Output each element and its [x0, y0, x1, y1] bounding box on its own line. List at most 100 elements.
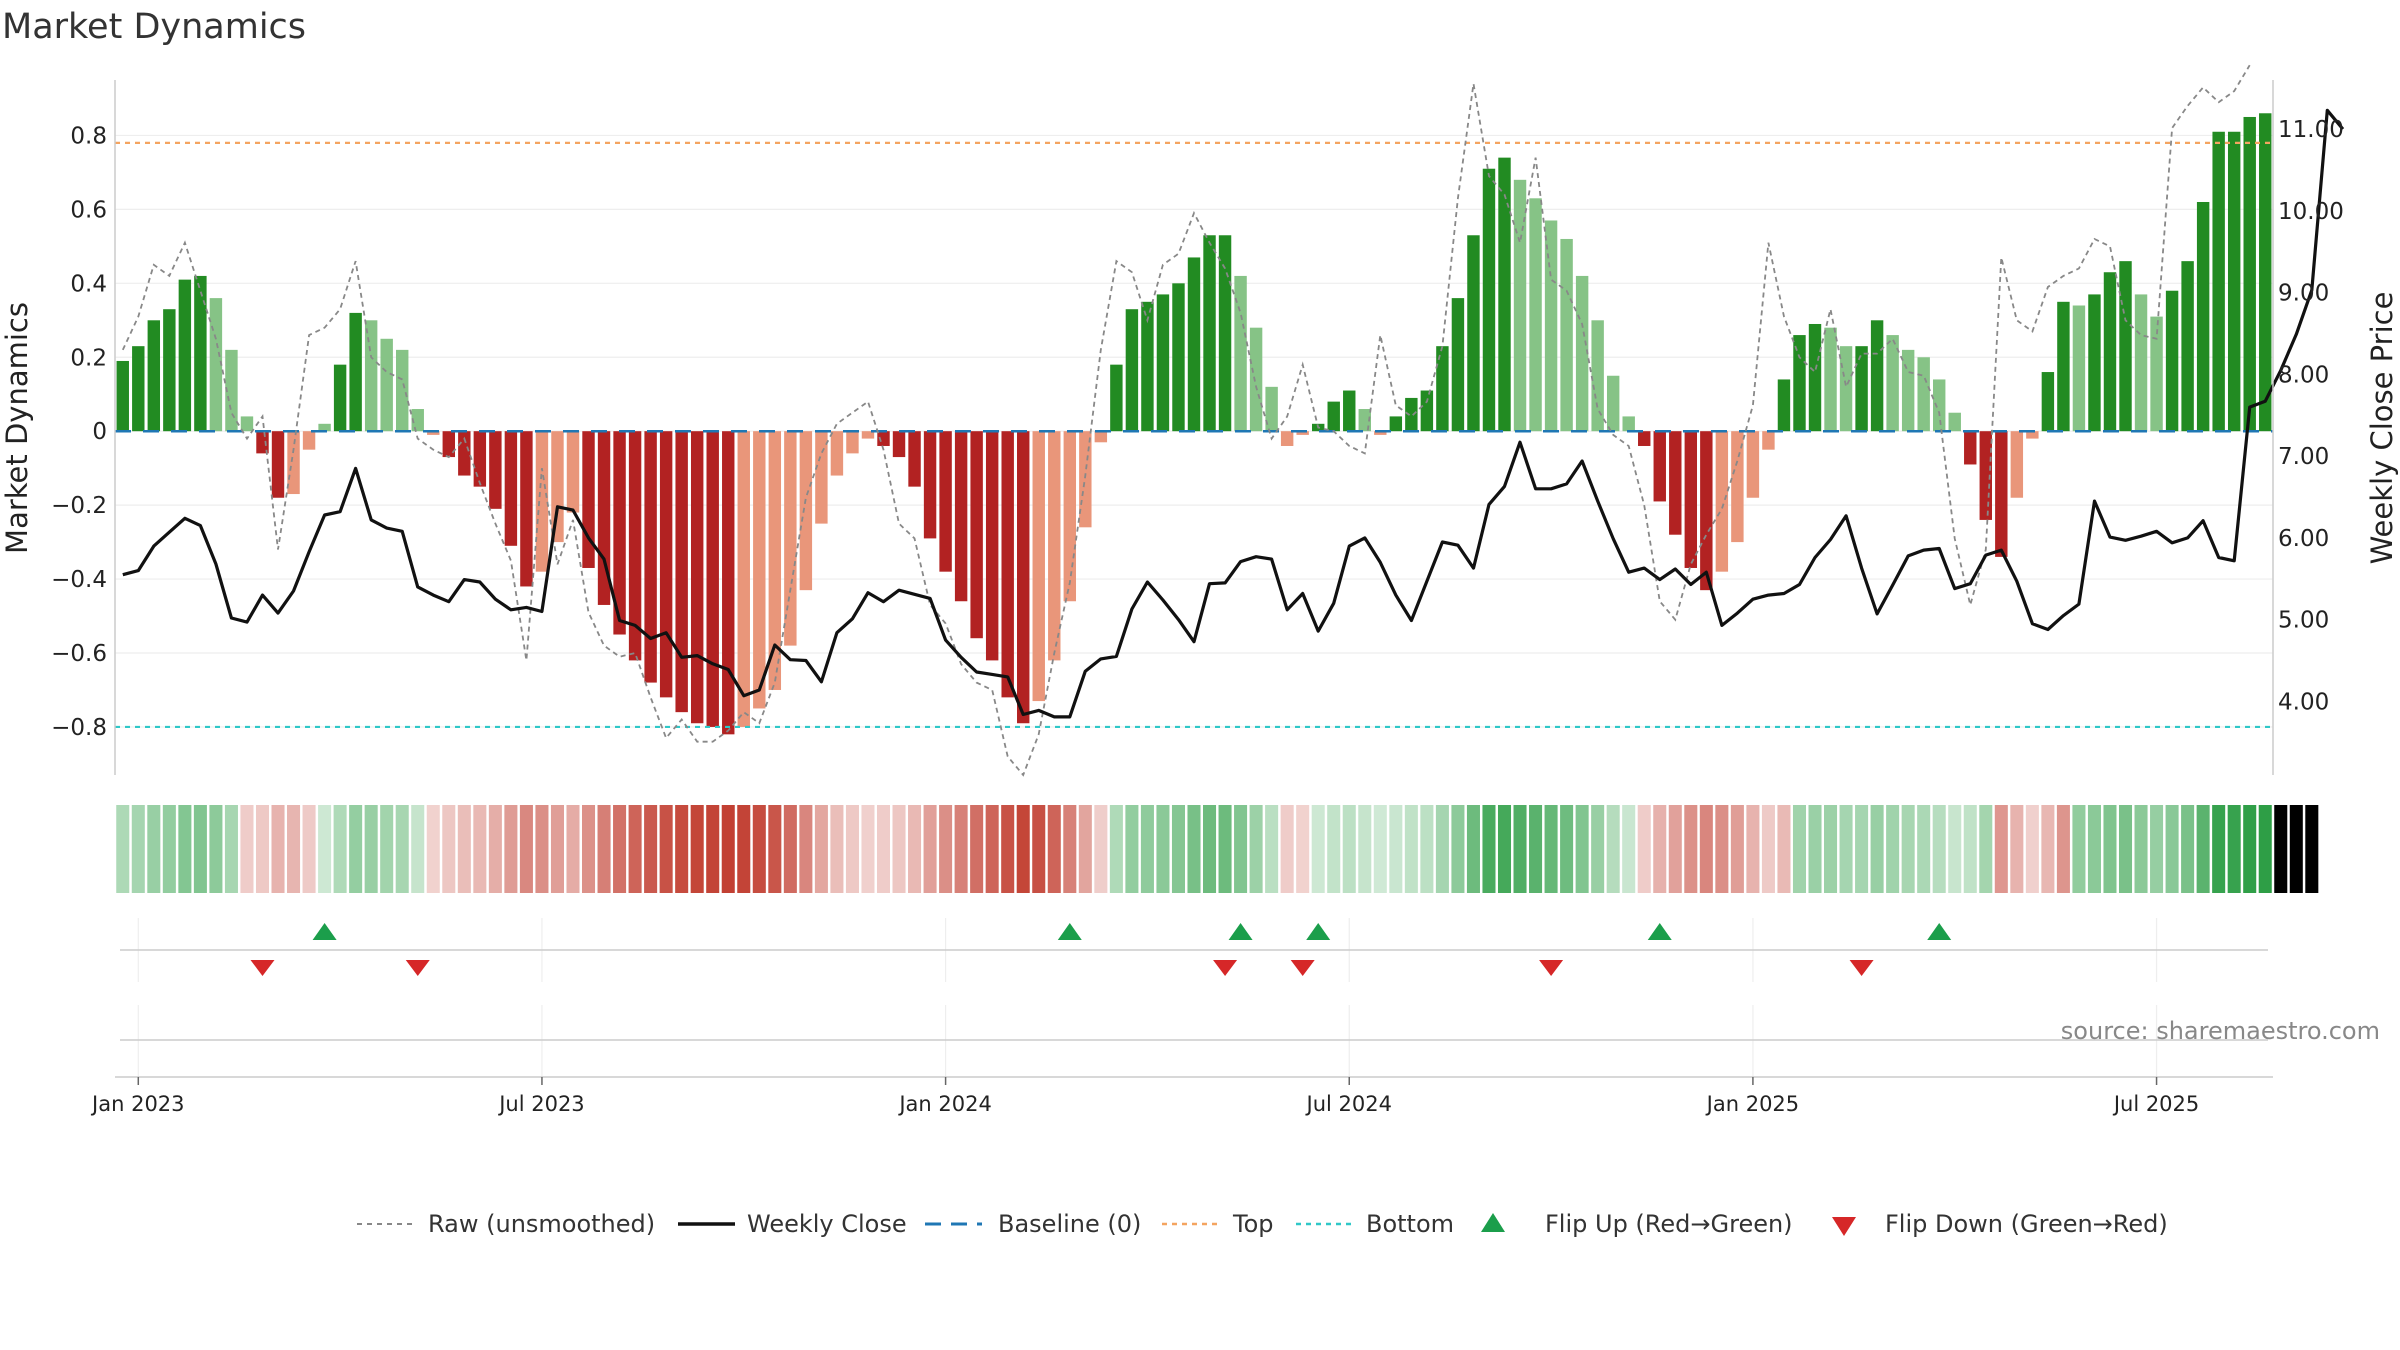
- heat-cell: [970, 805, 984, 893]
- heat-cell: [2150, 805, 2164, 893]
- y-left-tick-label: 0: [92, 419, 107, 445]
- heat-cell: [830, 805, 844, 893]
- heat-cell: [178, 805, 192, 893]
- bar: [1048, 431, 1061, 661]
- y-axis-left-label: Market Dynamics: [0, 302, 34, 554]
- bar: [1715, 431, 1729, 572]
- heat-cell: [1730, 805, 1744, 893]
- bar: [2134, 294, 2148, 432]
- y-axis-right-label: Weekly Close Price: [2365, 292, 2399, 565]
- bar: [753, 431, 766, 709]
- heat-cell: [1296, 805, 1310, 893]
- heat-cell: [1404, 805, 1418, 893]
- bar: [2196, 201, 2210, 432]
- bar: [132, 346, 145, 432]
- legend-flip-up-label: Flip Up (Red→Green): [1545, 1210, 1793, 1238]
- heat-cell: [581, 805, 596, 893]
- heat-cell: [1994, 805, 2008, 893]
- heat-cell: [2227, 805, 2241, 893]
- heat-cell: [1032, 805, 1046, 893]
- heat-cell: [1606, 805, 1620, 893]
- heat-cell: [1280, 805, 1294, 893]
- bar: [163, 309, 176, 432]
- heat-cell: [2165, 805, 2179, 893]
- bar: [1653, 431, 1666, 502]
- bar: [1374, 431, 1387, 435]
- heat-cell: [768, 805, 782, 893]
- bar: [784, 431, 797, 646]
- bar: [830, 431, 844, 476]
- heat-cell: [318, 805, 332, 893]
- y-right-tick-label: 5.00: [2278, 608, 2329, 634]
- bar: [504, 431, 518, 546]
- bar: [1513, 179, 1527, 432]
- bar: [2026, 431, 2039, 439]
- heat-cell: [675, 805, 689, 893]
- heat-cell: [1420, 805, 1434, 893]
- heat-cell: [1668, 805, 1682, 893]
- heat-cell: [1063, 805, 1077, 893]
- bar: [271, 431, 285, 498]
- bar: [1979, 431, 1992, 520]
- heat-cell: [1886, 805, 1900, 893]
- bar: [1746, 431, 1760, 498]
- heat-cell: [147, 805, 161, 893]
- bar: [302, 431, 316, 450]
- heat-cell: [1715, 805, 1729, 893]
- bar: [473, 431, 487, 487]
- heat-cell: [473, 805, 487, 893]
- bar: [396, 349, 409, 432]
- bar: [240, 416, 254, 432]
- bar: [985, 431, 999, 661]
- bar: [2119, 261, 2132, 432]
- heat-cell: [1544, 805, 1558, 893]
- bar: [1886, 335, 1899, 432]
- heat-cell: [1203, 805, 1217, 893]
- heat-cell: [690, 805, 704, 893]
- heat-cell: [2258, 805, 2272, 893]
- heat-cell: [457, 805, 471, 893]
- bar: [706, 431, 719, 727]
- bar: [349, 312, 362, 432]
- heat-cell: [2056, 805, 2070, 893]
- bar: [1839, 346, 1853, 432]
- heat-cell: [1637, 805, 1651, 893]
- heat-cell: [1327, 805, 1341, 893]
- heat-cell: [1265, 805, 1279, 893]
- heat-cell: [1622, 805, 1636, 893]
- heat-cell: [876, 805, 891, 893]
- heat-cell: [1591, 805, 1605, 893]
- heat-cell: [1016, 805, 1030, 893]
- heat-cell: [1808, 805, 1822, 893]
- bar: [489, 431, 502, 509]
- heat-cell: [255, 805, 270, 893]
- bar: [628, 431, 642, 661]
- heat-cell: [1187, 805, 1201, 893]
- bar: [2150, 316, 2163, 432]
- heat-cell: [1513, 805, 1527, 893]
- heat-cell: [1497, 805, 1512, 893]
- bar: [535, 431, 549, 572]
- bar: [1234, 275, 1247, 432]
- heat-cell: [1358, 805, 1372, 893]
- bar: [690, 431, 704, 724]
- heat-cell: [1761, 805, 1775, 893]
- bar: [1405, 397, 1418, 432]
- heat-cell: [1234, 805, 1248, 893]
- x-tick-label: Jan 2025: [1705, 1092, 1800, 1116]
- bar: [1870, 320, 1884, 432]
- bar: [846, 431, 859, 454]
- heat-cell: [1140, 805, 1154, 893]
- bar: [147, 320, 161, 432]
- y-right-tick-label: 11.00: [2278, 117, 2344, 143]
- bar: [644, 431, 657, 683]
- bar: [861, 431, 875, 439]
- x-tick-label: Jan 2023: [90, 1092, 185, 1116]
- heat-cell: [908, 805, 922, 893]
- heat-cell: [892, 805, 906, 893]
- bar: [318, 423, 331, 432]
- heat-cell: [2134, 805, 2148, 893]
- flip-down-marker: [405, 960, 430, 976]
- heat-cell: [644, 805, 658, 893]
- bar: [597, 431, 611, 605]
